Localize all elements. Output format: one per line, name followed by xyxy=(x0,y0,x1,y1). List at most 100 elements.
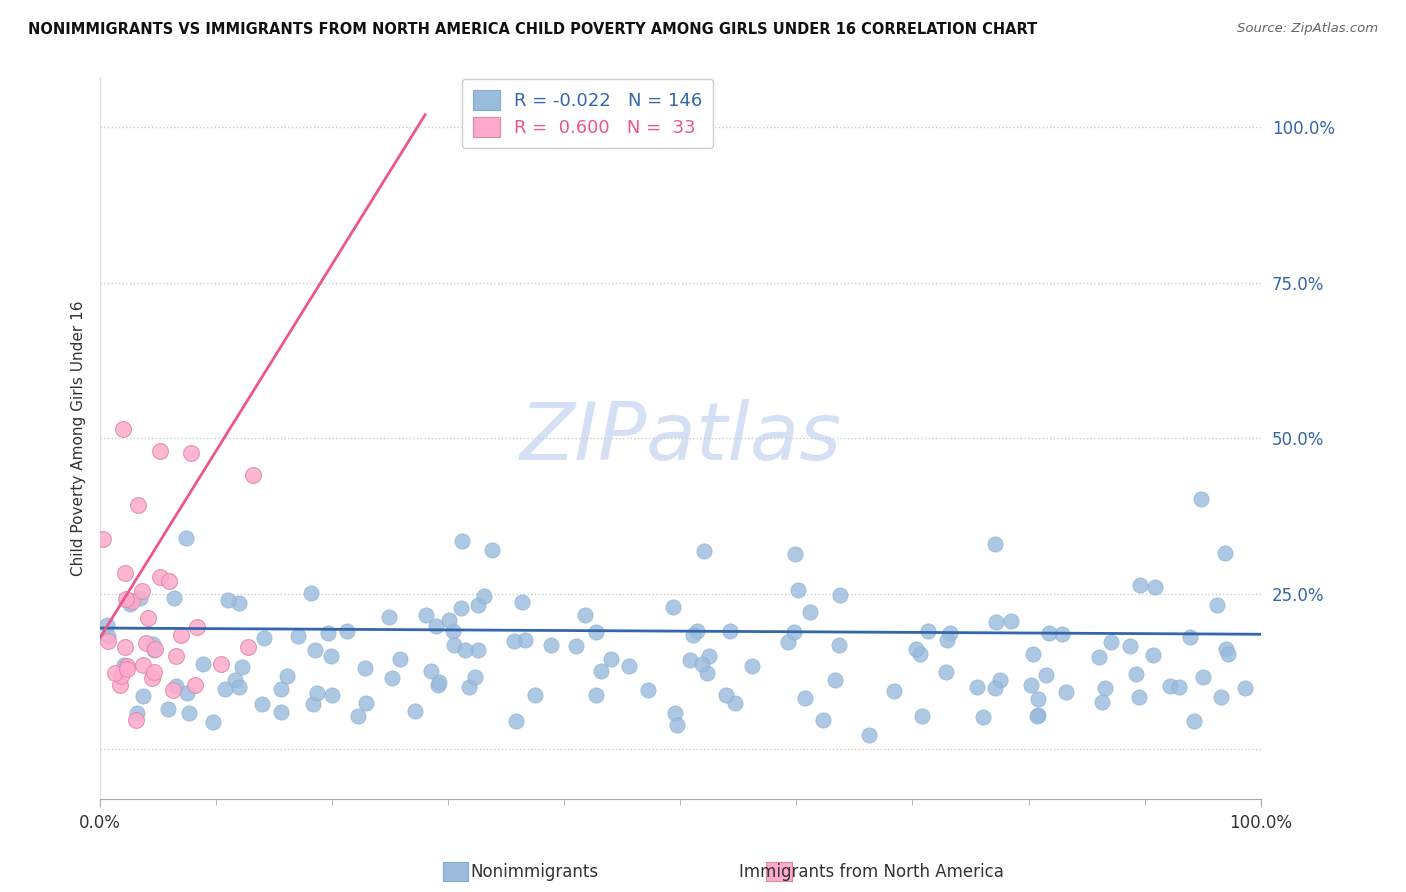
Point xyxy=(335,624,357,638)
Point xyxy=(1209,690,1232,705)
Point xyxy=(347,709,370,723)
Point xyxy=(505,714,527,729)
Point xyxy=(238,640,260,654)
Point xyxy=(666,718,689,732)
Point xyxy=(439,613,461,627)
Point xyxy=(565,639,588,653)
Point xyxy=(813,713,835,727)
Point xyxy=(450,600,472,615)
Point xyxy=(600,652,623,666)
Point xyxy=(718,624,741,638)
Point xyxy=(464,670,486,684)
Point xyxy=(1038,625,1060,640)
Point xyxy=(276,669,298,683)
Point xyxy=(515,633,537,648)
Point xyxy=(467,599,489,613)
Point xyxy=(97,629,120,643)
Point xyxy=(191,657,214,671)
Point xyxy=(824,673,846,687)
Point xyxy=(183,678,205,692)
Point xyxy=(231,660,253,674)
Point xyxy=(682,628,704,642)
Point xyxy=(1088,649,1111,664)
Point xyxy=(917,624,939,639)
Point xyxy=(142,637,165,651)
Point xyxy=(170,628,193,642)
Point xyxy=(794,691,817,706)
Point xyxy=(96,618,118,632)
Point xyxy=(125,713,148,727)
Point xyxy=(540,638,562,652)
Point xyxy=(1019,678,1042,692)
Point xyxy=(523,688,546,702)
Point xyxy=(127,498,149,512)
Point xyxy=(217,593,239,607)
Point xyxy=(132,657,155,672)
Point xyxy=(591,665,613,679)
Point xyxy=(156,701,179,715)
Point xyxy=(316,625,339,640)
Point xyxy=(910,647,932,661)
Point xyxy=(776,634,799,648)
Point xyxy=(1215,642,1237,657)
Point xyxy=(176,686,198,700)
Point xyxy=(270,705,292,719)
Point xyxy=(302,698,325,712)
Point xyxy=(740,658,762,673)
Point xyxy=(1054,685,1077,699)
Point xyxy=(354,696,377,710)
Point xyxy=(904,642,927,657)
Point xyxy=(165,679,187,693)
Point xyxy=(1026,709,1049,723)
Point xyxy=(443,638,465,652)
Point xyxy=(1000,615,1022,629)
Point xyxy=(104,665,127,680)
Point xyxy=(1129,578,1152,592)
Point xyxy=(1168,680,1191,694)
Point xyxy=(1189,491,1212,506)
Point xyxy=(619,659,641,673)
Point xyxy=(697,649,720,664)
Point xyxy=(224,673,246,687)
Point xyxy=(353,661,375,675)
Point xyxy=(378,610,401,624)
Point xyxy=(163,591,186,606)
Point xyxy=(427,678,450,692)
Point xyxy=(1159,679,1181,693)
Point xyxy=(299,586,322,600)
Point xyxy=(114,640,136,654)
Point xyxy=(118,597,141,611)
Point xyxy=(1128,690,1150,705)
Point xyxy=(162,682,184,697)
Point xyxy=(108,678,131,692)
Point xyxy=(686,624,709,639)
Point xyxy=(1192,670,1215,684)
Point xyxy=(129,591,152,605)
Point xyxy=(143,643,166,657)
Point xyxy=(419,664,441,678)
Point xyxy=(696,665,718,680)
Point xyxy=(404,704,426,718)
Point xyxy=(174,531,197,545)
Point xyxy=(135,636,157,650)
Point xyxy=(1101,635,1123,649)
Text: Nonimmigrants: Nonimmigrants xyxy=(470,863,599,881)
Point xyxy=(637,682,659,697)
Point xyxy=(1022,647,1045,661)
Point xyxy=(1206,598,1229,612)
Point xyxy=(214,681,236,696)
Point xyxy=(938,626,960,640)
Point xyxy=(319,648,342,663)
Point xyxy=(883,683,905,698)
Point xyxy=(148,443,170,458)
Point xyxy=(143,665,166,680)
Text: Source: ZipAtlas.com: Source: ZipAtlas.com xyxy=(1237,22,1378,36)
Point xyxy=(585,625,607,640)
Point xyxy=(250,697,273,711)
Point xyxy=(1026,691,1049,706)
Point xyxy=(858,728,880,742)
Point xyxy=(441,624,464,638)
Point xyxy=(986,615,1008,630)
Point xyxy=(91,533,114,547)
Point xyxy=(389,652,412,666)
